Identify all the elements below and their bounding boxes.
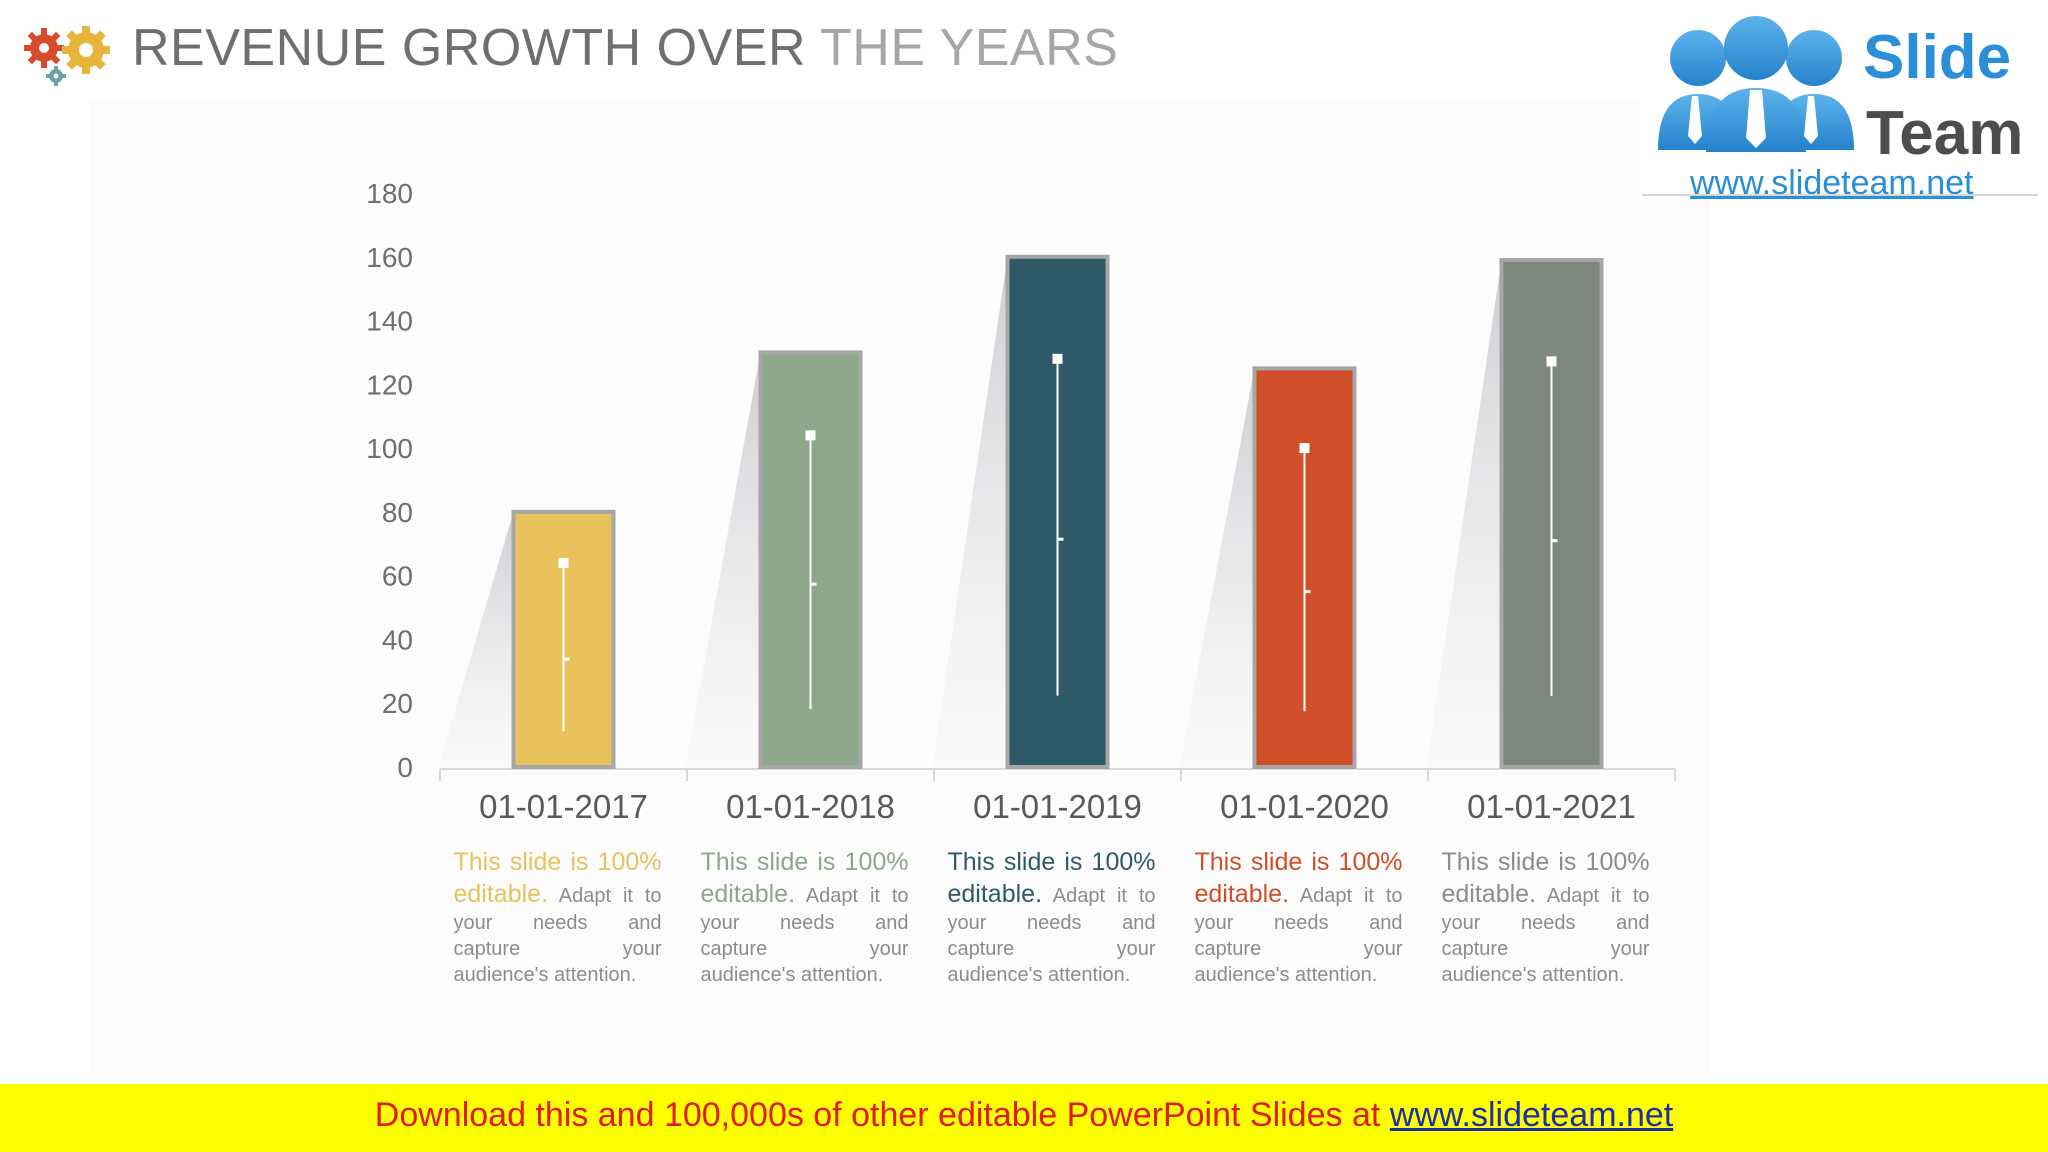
- description-lead: This slide is 100% editable.: [700, 848, 909, 908]
- y-tick-label: 180: [366, 178, 413, 209]
- description-block: This slide is 100% editable. Adapt it to…: [1442, 846, 1650, 988]
- bar-indicator-marker: [1299, 443, 1310, 454]
- x-category-label: 01-01-2017: [479, 788, 648, 825]
- bar-indicator-marker: [558, 557, 569, 568]
- y-tick-label: 80: [382, 497, 413, 528]
- description-block: This slide is 100% editable. Adapt it to…: [1195, 846, 1403, 988]
- y-tick-label: 40: [382, 624, 413, 655]
- description-lead: This slide is 100% editable.: [1194, 848, 1403, 908]
- x-category-label: 01-01-2021: [1467, 788, 1636, 825]
- description-body: Adapt it to your needs and capture your …: [947, 885, 1156, 986]
- people-icon: [1658, 16, 1854, 152]
- logo-team-text: Team: [1866, 99, 2024, 168]
- footer-banner: Download this and 100,000s of other edit…: [0, 1084, 2048, 1152]
- x-category-label: 01-01-2020: [1220, 788, 1389, 825]
- gears-icon: [24, 26, 110, 86]
- page-title: REVENUE GROWTH OVER THE YEARS: [132, 18, 1118, 78]
- description-lead: This slide is 100% editable.: [947, 848, 1156, 908]
- bar-shadow: [1426, 259, 1502, 767]
- footer-link[interactable]: www.slideteam.net: [1389, 1096, 1674, 1134]
- y-tick-label: 60: [382, 561, 413, 592]
- bar-indicator-marker: [1052, 353, 1063, 364]
- y-tick-label: 160: [366, 242, 413, 273]
- x-category-label: 01-01-2018: [726, 788, 895, 825]
- y-tick-label: 140: [366, 306, 413, 337]
- description-block: This slide is 100% editable. Adapt it to…: [948, 846, 1156, 988]
- description-block: This slide is 100% editable. Adapt it to…: [454, 846, 662, 988]
- bar-shadow: [438, 511, 514, 767]
- logo-slide-text: Slide: [1863, 23, 2012, 92]
- y-tick-label: 120: [366, 369, 413, 400]
- bar-shadow: [685, 352, 761, 767]
- description-body: Adapt it to your needs and capture your …: [1441, 885, 1650, 986]
- footer-message: Download this and 100,000s of other edit…: [374, 1096, 1381, 1134]
- description-block: This slide is 100% editable. Adapt it to…: [701, 846, 909, 988]
- description-lead: This slide is 100% editable.: [453, 848, 662, 908]
- y-tick-label: 0: [397, 752, 413, 783]
- footer-text: Download this and 100,000s of other edit…: [0, 1096, 2048, 1135]
- slide-background: [90, 100, 1710, 1080]
- description-lead: This slide is 100% editable.: [1441, 848, 1650, 908]
- bar-indicator-marker: [1546, 356, 1557, 367]
- bar-shadow: [1179, 368, 1255, 767]
- y-tick-label: 100: [366, 433, 413, 464]
- x-category-label: 01-01-2019: [973, 788, 1142, 825]
- bar-shadow: [932, 256, 1008, 767]
- bar-indicator-marker: [805, 430, 816, 441]
- description-body: Adapt it to your needs and capture your …: [453, 885, 662, 986]
- logo-divider: [1642, 194, 2038, 196]
- description-body: Adapt it to your needs and capture your …: [1194, 885, 1403, 986]
- y-tick-label: 20: [382, 688, 413, 719]
- description-body: Adapt it to your needs and capture your …: [700, 885, 909, 986]
- title-dark: REVENUE GROWTH OVER: [132, 19, 806, 77]
- title-light: THE YEARS: [820, 19, 1119, 77]
